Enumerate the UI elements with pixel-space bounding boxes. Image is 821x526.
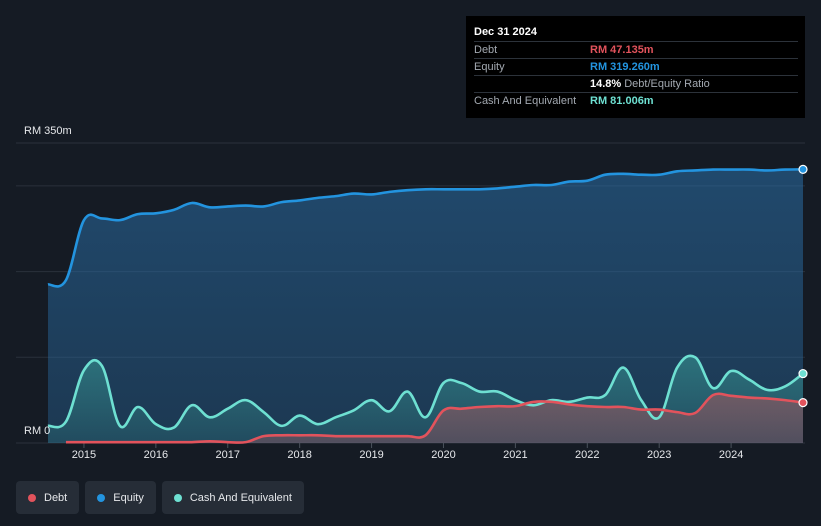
line-debt	[65, 392, 804, 444]
end-marker-equity	[798, 164, 808, 174]
legend-dot-equity	[97, 493, 106, 502]
end-marker-cash	[798, 368, 808, 379]
area-debt	[65, 393, 803, 443]
tooltip-date: Dec 31 2024	[474, 26, 537, 38]
legend-label-cash: Cash And Equivalent	[189, 491, 292, 504]
legend-label-equity: Equity	[113, 491, 144, 504]
legend-item-cash[interactable]: Cash And Equivalent	[161, 481, 304, 514]
area-equity	[48, 169, 803, 443]
line-cash	[47, 354, 804, 431]
end-markers	[798, 164, 808, 408]
legend-item-debt[interactable]: Debt	[16, 481, 80, 514]
tooltip-cash-value: RM 81.006m	[590, 95, 654, 107]
tooltip-cash-label: Cash And Equivalent	[474, 95, 577, 107]
tooltip-panel: Dec 31 2024 Debt RM 47.135m Equity RM 31…	[466, 16, 805, 118]
y-axis-bottom-label: RM 0	[24, 425, 51, 437]
series-areas	[48, 169, 803, 443]
tooltip-ratio-label: Debt/Equity Ratio	[624, 78, 710, 90]
x-tick-label-2020: 2020	[431, 449, 456, 461]
x-tick-label-2017: 2017	[215, 449, 240, 461]
tooltip-equity-row: Equity RM 319.260m	[474, 58, 798, 75]
x-tick-label-2022: 2022	[575, 449, 600, 461]
series-lines	[47, 168, 804, 444]
tooltip-debt-value: RM 47.135m	[590, 44, 654, 56]
legend-dot-cash	[173, 493, 182, 502]
x-tick-label-2019: 2019	[359, 449, 384, 461]
tooltip-ratio-value: 14.8%	[590, 78, 622, 90]
tooltip-debt-row: Debt RM 47.135m	[474, 41, 798, 58]
x-tick-label-2016: 2016	[143, 449, 169, 461]
x-tick-label-2021: 2021	[503, 449, 528, 461]
x-tick-label-2024: 2024	[718, 449, 744, 461]
x-tick-label-2015: 2015	[71, 449, 97, 461]
x-tick-label-2018: 2018	[287, 449, 312, 461]
tooltip-debt-label: Debt	[474, 44, 498, 56]
legend: Debt Equity Cash And Equivalent	[16, 481, 304, 514]
tooltip-equity-label: Equity	[474, 61, 505, 73]
tooltip-ratio-row: 14.8% Debt/Equity Ratio	[474, 75, 798, 92]
legend-dot-debt	[28, 493, 36, 502]
legend-item-equity[interactable]: Equity	[85, 481, 156, 514]
line-equity	[47, 168, 804, 288]
legend-label-debt: Debt	[44, 491, 68, 504]
end-marker-debt	[798, 397, 808, 408]
y-axis-top-label: RM 350m	[24, 125, 72, 137]
tooltip-cash-row: Cash And Equivalent RM 81.006m	[474, 92, 798, 109]
tooltip-equity-value: RM 319.260m	[590, 61, 660, 73]
x-tick-label-2023: 2023	[646, 449, 672, 461]
